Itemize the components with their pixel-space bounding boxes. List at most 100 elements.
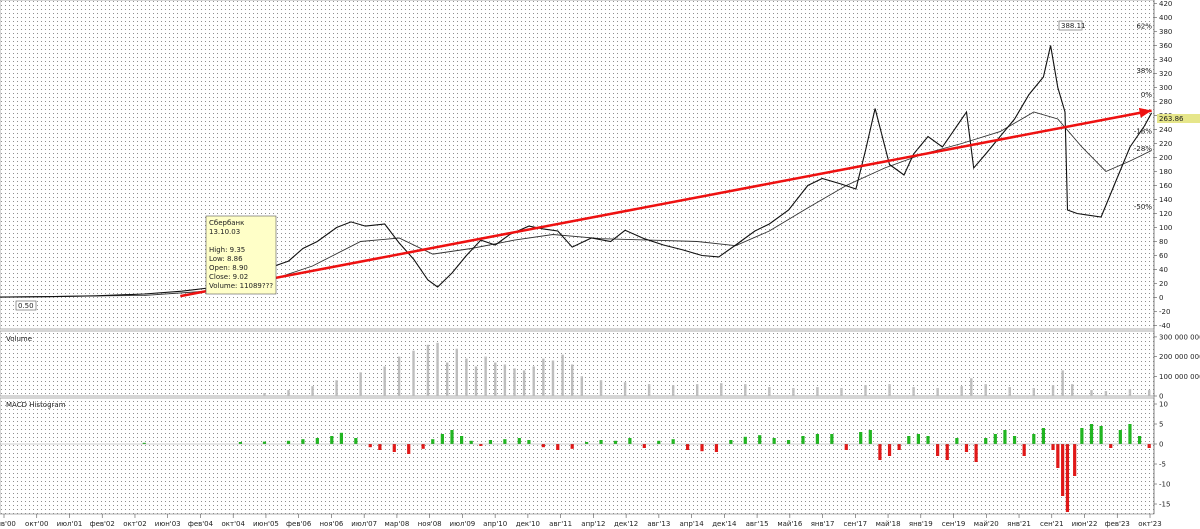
macd-bar bbox=[238, 442, 243, 444]
macd-bar bbox=[743, 436, 747, 444]
volume-bar bbox=[455, 348, 458, 396]
price-tick-label: 300 bbox=[1159, 84, 1172, 92]
price-tick-label: 180 bbox=[1159, 168, 1172, 176]
volume-bar bbox=[426, 344, 430, 396]
x-tick-label: сен'19 bbox=[942, 520, 966, 528]
macd-bar bbox=[378, 444, 382, 450]
macd-bar bbox=[1022, 444, 1026, 456]
volume-bar bbox=[484, 356, 487, 396]
x-tick-label: дек'14 bbox=[712, 520, 737, 528]
macd-bar bbox=[1056, 444, 1060, 468]
volume-bar bbox=[551, 360, 555, 396]
panel-2-grid bbox=[0, 397, 1155, 515]
level-label: 0% bbox=[1141, 91, 1152, 99]
level-label: 38% bbox=[1136, 67, 1152, 75]
macd-bar bbox=[729, 440, 733, 444]
tooltip-low: Low: 8.86 bbox=[209, 255, 243, 263]
macd-bar bbox=[488, 440, 493, 444]
macd-bar bbox=[642, 444, 646, 448]
volume-tick-label: 0 bbox=[1159, 393, 1163, 401]
x-tick-label: фев'06 bbox=[286, 520, 312, 528]
price-tick-label: 400 bbox=[1159, 14, 1172, 22]
volume-bar bbox=[542, 358, 545, 396]
volume-bar bbox=[599, 380, 603, 396]
macd-bar bbox=[421, 444, 425, 449]
x-tick-label: окт'23 bbox=[1138, 520, 1161, 528]
volume-bar bbox=[263, 393, 266, 396]
trend-arrow-line bbox=[180, 109, 1152, 298]
macd-bar bbox=[897, 444, 901, 450]
macd-bar bbox=[984, 438, 988, 444]
price-tick-label: 280 bbox=[1159, 98, 1172, 106]
macd-bar bbox=[431, 439, 435, 444]
macd-bar bbox=[407, 444, 411, 454]
volume-bar bbox=[503, 364, 507, 396]
volume-bar bbox=[561, 354, 564, 396]
macd-bar bbox=[685, 444, 690, 450]
volume-bar bbox=[1008, 387, 1011, 396]
start-low-marker: 0.50 bbox=[15, 300, 37, 311]
x-tick-label: ноя'08 bbox=[418, 520, 442, 528]
volume-bar bbox=[1051, 385, 1055, 396]
level-label: -18% bbox=[1134, 127, 1152, 135]
volume-bar bbox=[1090, 390, 1093, 396]
volume-bar bbox=[1061, 370, 1064, 396]
macd-bar bbox=[844, 444, 848, 450]
volume-bar bbox=[960, 386, 963, 396]
tooltip-open: Open: 8.90 bbox=[209, 264, 248, 272]
macd-bar bbox=[1128, 424, 1132, 444]
volume-bar bbox=[623, 382, 627, 396]
volume-bar bbox=[532, 366, 535, 396]
volume-bar bbox=[1032, 388, 1035, 396]
price-tick-label: 160 bbox=[1159, 182, 1172, 190]
level-label: -28% bbox=[1134, 145, 1152, 153]
volume-bar bbox=[513, 368, 516, 396]
x-tick-label: янв'21 bbox=[1007, 520, 1031, 528]
volume-bar bbox=[671, 385, 675, 396]
macd-bar bbox=[392, 444, 396, 452]
macd-bar bbox=[878, 444, 882, 460]
price-tick-label: -20 bbox=[1159, 308, 1170, 316]
macd-bar bbox=[974, 444, 978, 462]
price-tick-label: 60 bbox=[1159, 252, 1168, 260]
level-label: 62% bbox=[1136, 22, 1152, 30]
macd-bar bbox=[1118, 430, 1122, 444]
x-tick-label: фев'04 bbox=[188, 520, 214, 528]
x-tick-label: июн'03 bbox=[155, 520, 181, 528]
price-tick-label: 380 bbox=[1159, 28, 1172, 36]
tooltip-volume: Volume: 11089??? bbox=[209, 282, 273, 290]
macd-bar bbox=[142, 442, 146, 444]
volume-bar bbox=[494, 362, 497, 396]
x-tick-label: июл'09 bbox=[450, 520, 476, 528]
all-time-high-label: 388.11 bbox=[1061, 22, 1086, 30]
volume-bar bbox=[816, 387, 819, 396]
macd-bar bbox=[368, 444, 372, 448]
x-tick-label: сен'17 bbox=[844, 520, 868, 528]
macd-bar bbox=[916, 434, 920, 444]
macd-bar bbox=[1147, 444, 1151, 448]
volume-bar bbox=[570, 364, 574, 396]
macd-bar bbox=[1089, 424, 1094, 444]
x-tick-label: авг'13 bbox=[647, 520, 670, 528]
macd-bar bbox=[628, 438, 632, 444]
volume-panel-label: Volume bbox=[6, 335, 32, 343]
volume-bar bbox=[412, 350, 415, 396]
price-tick-label: 20 bbox=[1159, 280, 1168, 288]
macd-bar bbox=[945, 444, 949, 460]
volume-bar bbox=[1147, 390, 1151, 396]
price-tick-label: 0 bbox=[1159, 294, 1163, 302]
macd-bar bbox=[301, 439, 305, 444]
x-tick-label: окт'00 bbox=[25, 520, 48, 528]
macd-bar bbox=[570, 444, 574, 449]
x-tick-label: фев'02 bbox=[90, 520, 115, 528]
x-tick-label: авг'11 bbox=[549, 520, 572, 528]
macd-tick-label: 0 bbox=[1159, 441, 1163, 449]
macd-bar bbox=[1061, 444, 1065, 496]
x-tick-label: дек'10 bbox=[516, 520, 540, 528]
macd-bar bbox=[469, 440, 473, 444]
volume-bar bbox=[864, 385, 867, 396]
macd-bar bbox=[599, 440, 603, 444]
macd-bar bbox=[541, 444, 545, 448]
